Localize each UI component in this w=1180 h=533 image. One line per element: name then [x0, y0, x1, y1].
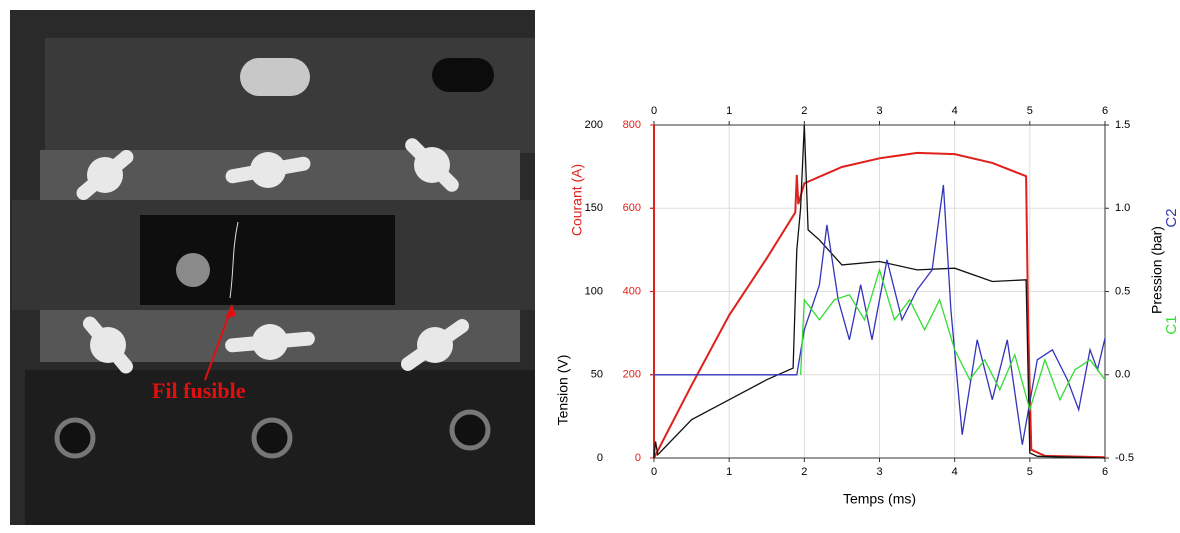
y3-axis-label: Courant (A)	[569, 164, 585, 236]
window	[140, 215, 395, 305]
x-tick-label: 4	[952, 466, 958, 478]
y-tick-label: 150	[585, 202, 603, 214]
x-tick-label: 3	[876, 466, 882, 478]
x-tick-label: 1	[726, 466, 732, 478]
bolts	[54, 409, 491, 459]
x-tick-label: 5	[1027, 466, 1033, 478]
x-tick-label: 6	[1102, 466, 1108, 478]
y2-tick-label: 1.5	[1115, 119, 1130, 131]
slot	[432, 58, 494, 92]
y3-tick-label: 0	[635, 452, 641, 464]
wing-nuts	[76, 138, 470, 374]
y2-tick-label: 0.0	[1115, 369, 1130, 381]
series-line	[799, 267, 1106, 413]
y-tick-label: 200	[585, 119, 603, 131]
x-axis-label: Temps (ms)	[843, 491, 916, 507]
x-tick-label: 2	[801, 466, 807, 478]
arrow-head	[225, 304, 236, 318]
arrow	[204, 311, 231, 381]
y3-tick-label: 200	[623, 369, 641, 381]
x2-tick-label: 0	[651, 105, 657, 117]
y3-tick-label: 400	[623, 285, 641, 297]
x2-tick-label: 5	[1027, 105, 1033, 117]
x2-tick-label: 4	[952, 105, 958, 117]
x-tick-label: 0	[651, 466, 657, 478]
y-tick-label: 100	[585, 285, 603, 297]
slot	[240, 58, 310, 96]
series-line	[653, 151, 1106, 459]
y2-axis-label: Pression (bar)	[1149, 226, 1165, 314]
y2-tick-label: -0.5	[1115, 452, 1134, 464]
legend-label: C1	[1163, 315, 1180, 334]
y-tick-label: 50	[591, 369, 603, 381]
y2-tick-label: 0.5	[1115, 285, 1130, 297]
series-line	[654, 184, 1106, 445]
series-line	[653, 124, 1106, 459]
photo-label: Fil fusible	[152, 378, 246, 403]
x2-tick-label: 2	[801, 105, 807, 117]
y3-tick-label: 800	[623, 119, 641, 131]
photo: Fil fusible	[10, 10, 535, 525]
legend-label: C2	[1163, 208, 1180, 227]
wire	[229, 221, 239, 299]
y2-tick-label: 1.0	[1115, 202, 1130, 214]
ball	[176, 253, 210, 287]
y3-tick-label: 600	[623, 202, 641, 214]
x2-tick-label: 6	[1102, 105, 1108, 117]
x2-tick-label: 3	[876, 105, 882, 117]
y-tick-label: 0	[597, 452, 603, 464]
y-axis-label: Tension (V)	[555, 355, 571, 426]
x2-tick-label: 1	[726, 105, 732, 117]
